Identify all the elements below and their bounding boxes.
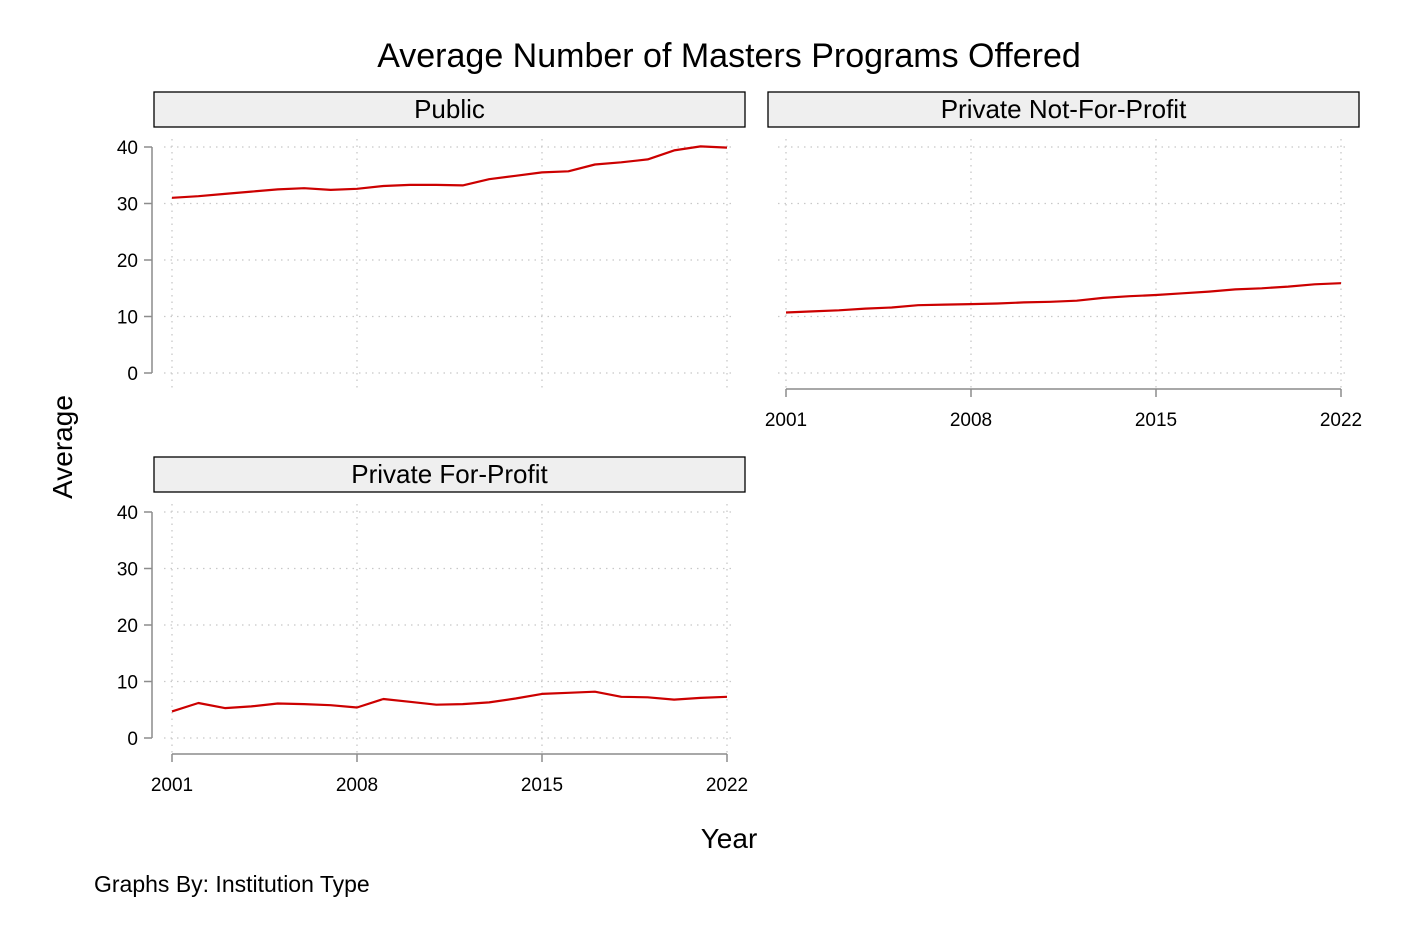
- y-tick-label: 10: [117, 673, 138, 694]
- y-tick-label: 20: [117, 616, 138, 637]
- y-tick-label: 40: [117, 138, 138, 159]
- y-tick-label: 40: [117, 503, 138, 524]
- x-axis-label: Year: [701, 823, 758, 854]
- facet-strip-label: Public: [414, 94, 485, 124]
- x-tick-label: 2008: [950, 410, 992, 431]
- x-tick-label: 2015: [1135, 410, 1177, 431]
- x-tick-label: 2022: [706, 775, 748, 796]
- facet-strip: [767, 91, 1360, 128]
- facet-public: Public 0 10 20 30 40: [117, 91, 746, 389]
- x-tick-label: 2022: [1320, 410, 1362, 431]
- facet-strip-label: Private Not-For-Profit: [941, 94, 1187, 124]
- y-tick-label: 20: [117, 251, 138, 272]
- y-tick-label: 10: [117, 308, 138, 329]
- y-tick-label: 0: [127, 364, 138, 385]
- x-tick-label: 2001: [151, 775, 193, 796]
- y-tick-label: 30: [117, 195, 138, 216]
- y-axis-label: Average: [47, 395, 78, 499]
- x-tick-label: 2001: [765, 410, 807, 431]
- facet-strip: [153, 456, 746, 493]
- x-tick-label: 2008: [336, 775, 378, 796]
- facet-strip: [153, 91, 746, 128]
- facet-private-not-for-profit: Private Not-For-Profit 2001 2008 2015 2022: [765, 91, 1362, 431]
- facet-private-for-profit: Private For-Profit 0 10 20 30 40 2001 2008 2015 2…: [117, 456, 748, 796]
- facet-strip-label: Private For-Profit: [351, 459, 548, 489]
- series-line: [171, 145, 728, 199]
- series-line: [785, 282, 1342, 314]
- y-tick-label: 0: [127, 729, 138, 750]
- graphs-by-note: Graphs By: Institution Type: [94, 871, 370, 897]
- chart-title: Average Number of Masters Programs Offer…: [377, 37, 1081, 75]
- y-tick-label: 30: [117, 560, 138, 581]
- series-line: [171, 690, 728, 713]
- x-tick-label: 2015: [521, 775, 563, 796]
